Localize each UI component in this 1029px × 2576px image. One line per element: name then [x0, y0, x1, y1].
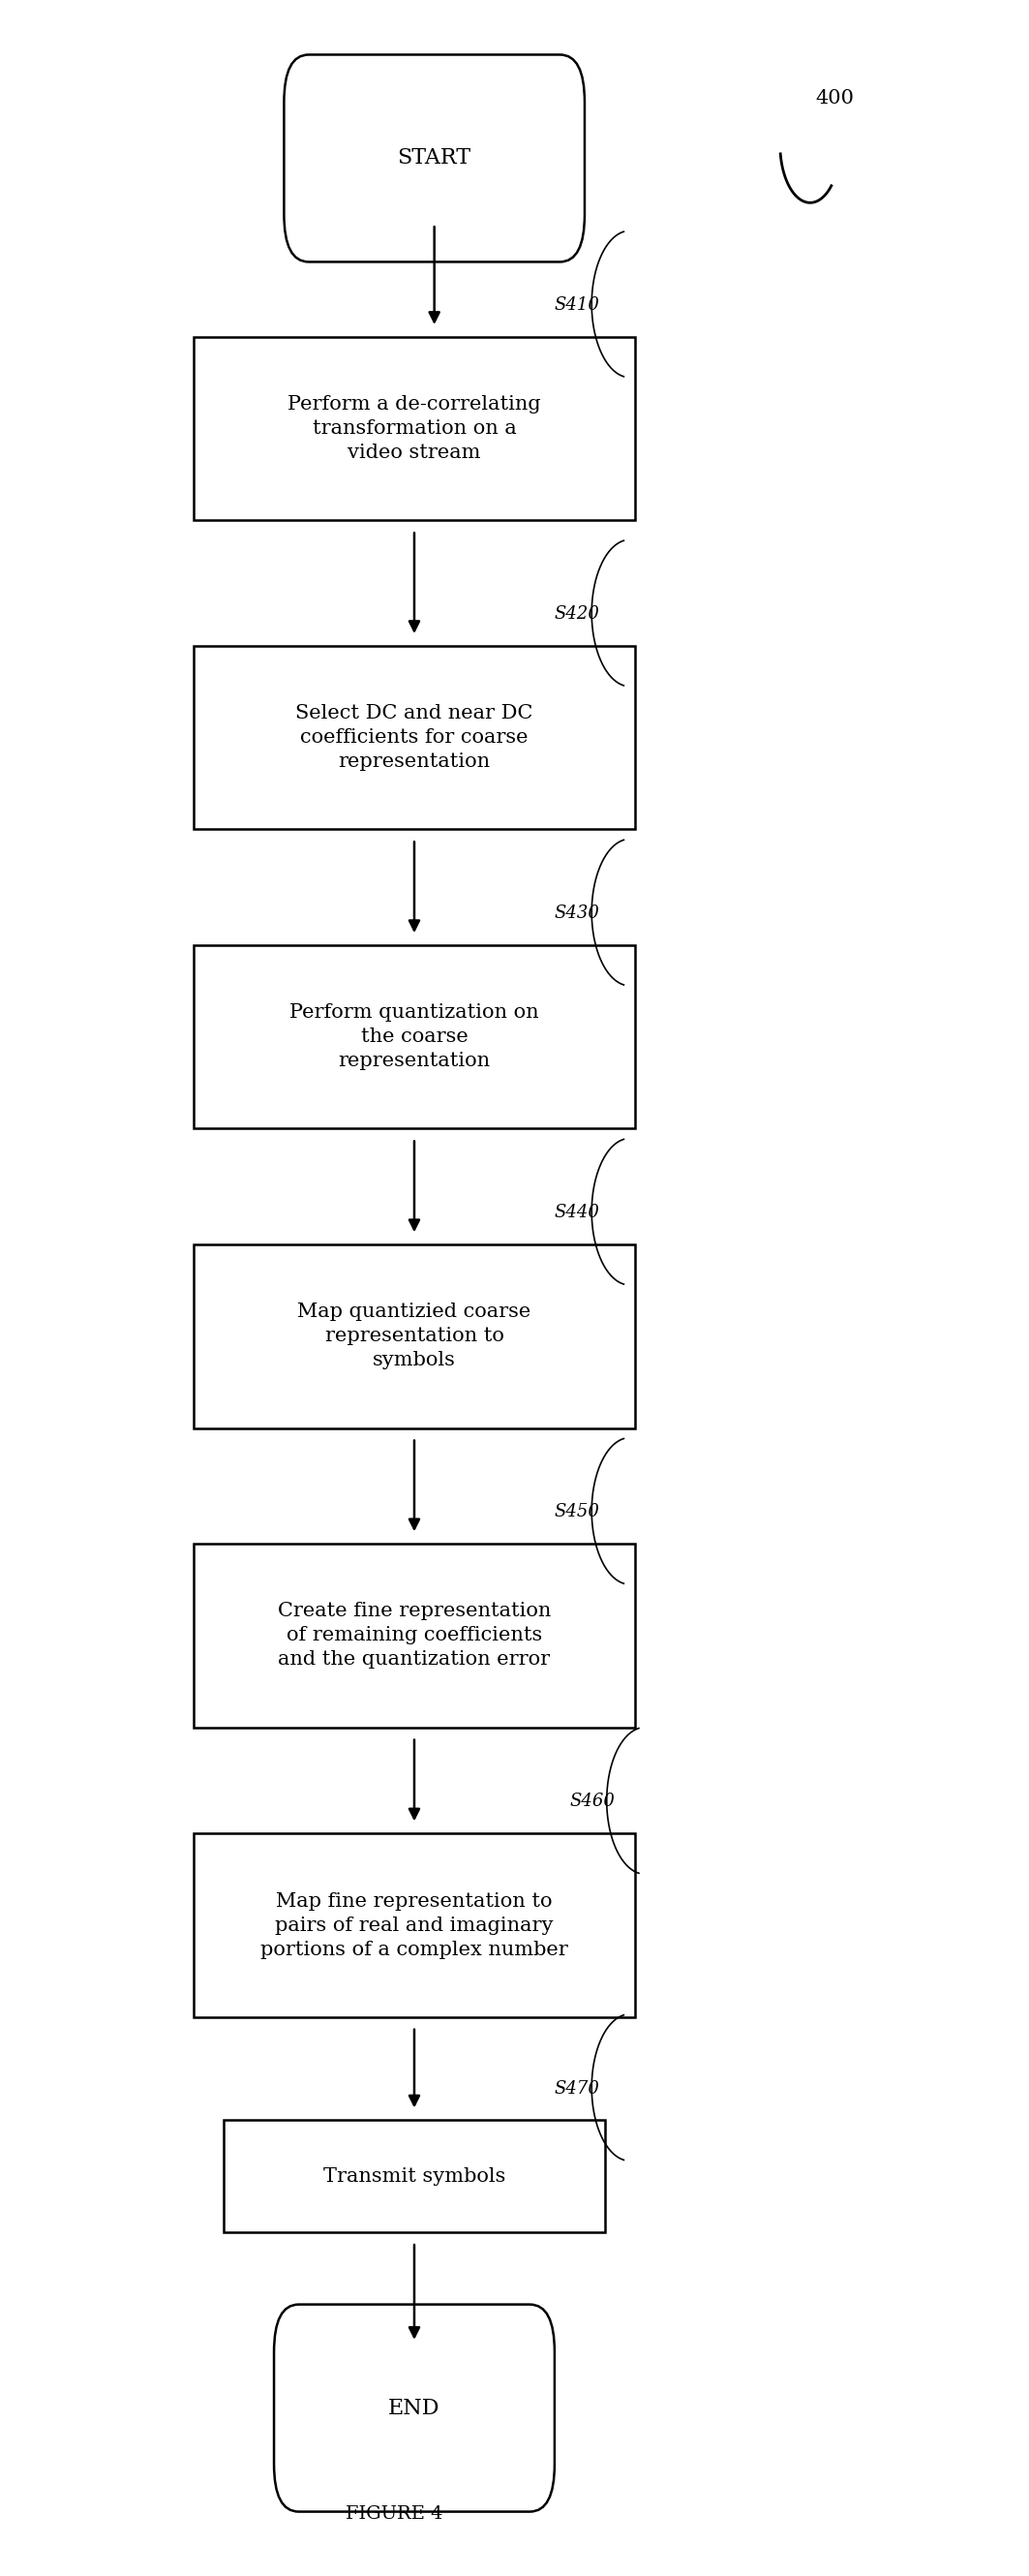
Text: S420: S420	[555, 605, 600, 623]
Text: Perform quantization on
the coarse
representation: Perform quantization on the coarse repre…	[289, 1005, 539, 1072]
Text: S440: S440	[555, 1203, 600, 1221]
Text: S410: S410	[555, 296, 600, 314]
Text: Perform a de-correlating
transformation on a
video stream: Perform a de-correlating transformation …	[288, 394, 541, 461]
Text: Map quantizied coarse
representation to
symbols: Map quantizied coarse representation to …	[297, 1303, 531, 1370]
Text: Create fine representation
of remaining coefficients
and the quantization error: Create fine representation of remaining …	[278, 1602, 551, 1669]
Bar	[193, 1244, 635, 1427]
Text: 400: 400	[816, 90, 854, 108]
Bar	[193, 647, 635, 829]
Text: START: START	[397, 147, 471, 170]
Text: Map fine representation to
pairs of real and imaginary
portions of a complex num: Map fine representation to pairs of real…	[260, 1891, 568, 1958]
Text: Select DC and near DC
coefficients for coarse
representation: Select DC and near DC coefficients for c…	[295, 703, 533, 770]
Bar	[193, 1543, 635, 1728]
Text: FIGURE 4: FIGURE 4	[346, 2506, 442, 2522]
Bar	[193, 337, 635, 520]
Text: S450: S450	[555, 1504, 600, 1520]
Text: S470: S470	[555, 2079, 600, 2097]
FancyBboxPatch shape	[284, 54, 584, 263]
Text: S460: S460	[570, 1793, 615, 1811]
Text: Transmit symbols: Transmit symbols	[323, 2166, 505, 2184]
Bar	[224, 2120, 605, 2233]
FancyBboxPatch shape	[274, 2306, 555, 2512]
Bar	[193, 1834, 635, 2017]
Text: S430: S430	[555, 904, 600, 922]
Text: END: END	[388, 2398, 440, 2419]
Bar	[193, 945, 635, 1128]
